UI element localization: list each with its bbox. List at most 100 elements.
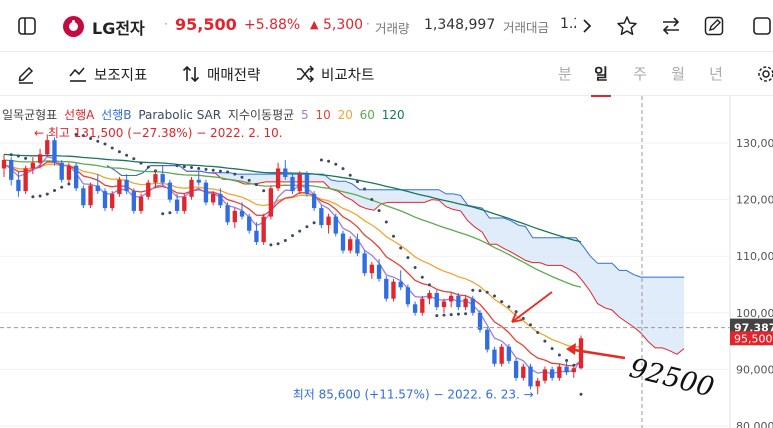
candle-body — [398, 281, 403, 288]
strategy-button[interactable]: 매매전략 — [181, 63, 260, 85]
compare-button[interactable]: 비교차트 — [295, 63, 374, 85]
candle-body — [153, 174, 158, 183]
legend-parabolic[interactable]: Parabolic SAR — [138, 108, 222, 122]
candle-body — [506, 346, 512, 361]
sar-dot — [572, 363, 576, 367]
chevron-right-icon[interactable] — [578, 12, 596, 40]
last-price-label: 95,500 — [734, 332, 773, 345]
candle-body — [463, 298, 468, 308]
sar-dot — [190, 166, 193, 169]
sar-dot — [550, 347, 554, 351]
volume-value: 1,348,997 — [424, 17, 496, 33]
settings-button[interactable] — [756, 63, 773, 85]
candle-body — [16, 179, 21, 192]
sar-dot — [254, 183, 258, 187]
compare-arrows-icon[interactable] — [657, 12, 685, 40]
legend-ema[interactable]: 지수이동평균 — [227, 108, 295, 122]
candle-body — [333, 216, 338, 234]
sar-dot — [485, 290, 489, 294]
candle-body — [477, 312, 483, 330]
sar-dot — [341, 167, 345, 171]
candle-body — [232, 210, 237, 223]
candle-body — [66, 165, 72, 180]
sar-dot — [456, 312, 460, 316]
up-down-arrows-icon — [181, 64, 201, 84]
high-annotation: ← 최고 131,500 (−27.38%) − 2022. 2. 10. — [34, 126, 283, 140]
price-chart[interactable]: ← 최고 131,500 (−27.38%) − 2022. 2. 10. 최저 … — [0, 96, 773, 428]
candle-body — [513, 360, 519, 378]
panel-icon[interactable] — [752, 12, 773, 40]
sar-dot — [543, 339, 547, 343]
sidebar-toggle-icon[interactable] — [13, 12, 41, 40]
candle-body — [160, 174, 165, 183]
sar-dot — [233, 172, 237, 176]
gear-icon — [756, 64, 773, 84]
indicators-button[interactable]: 보조지표 — [68, 63, 147, 85]
shuffle-icon — [295, 64, 315, 84]
sar-dot — [125, 153, 129, 157]
period-day[interactable]: 일 — [594, 65, 608, 83]
legend-ema-20: 20 — [337, 108, 353, 122]
candle-body — [117, 179, 122, 194]
sar-dot — [53, 189, 56, 192]
period-year[interactable]: 년 — [709, 65, 723, 83]
candle-body — [369, 264, 375, 274]
drawn-arrow-head — [511, 312, 523, 323]
drawn-arrow-line — [511, 291, 553, 323]
legend-ema-120: 120 — [381, 108, 405, 122]
candle-body — [268, 188, 274, 217]
candle-body — [283, 168, 288, 177]
sar-dot — [291, 234, 294, 238]
ichimoku-cloud — [107, 165, 685, 355]
candle-body — [499, 346, 504, 364]
candle-body — [549, 369, 555, 378]
sar-dot — [31, 195, 35, 199]
legend-ichimoku[interactable]: 일목균형표 — [2, 108, 58, 122]
sar-dot — [377, 209, 381, 213]
sar-dot — [110, 146, 114, 150]
edit-icon[interactable] — [700, 12, 728, 40]
candle-body — [81, 188, 86, 206]
sar-dot — [312, 221, 316, 225]
change-amount: 5,300 — [323, 17, 364, 33]
period-week[interactable]: 주 — [633, 65, 647, 83]
sar-dot — [269, 243, 273, 247]
candle-body — [391, 281, 396, 299]
stock-name[interactable]: LG전자 — [92, 19, 145, 38]
sar-dot — [117, 150, 121, 154]
sar-dot — [226, 170, 230, 174]
compare-label: 비교차트 — [321, 67, 375, 84]
candle-body — [174, 199, 180, 211]
candle-body — [23, 168, 28, 192]
candle-body — [449, 295, 454, 302]
sar-dot — [370, 198, 374, 201]
sar-dot — [507, 305, 511, 309]
sar-dot — [363, 187, 367, 191]
candle-body — [73, 165, 79, 189]
sar-dot — [464, 312, 468, 316]
candle-body — [1, 159, 7, 169]
candle-body — [405, 287, 411, 305]
stock-price: 95,500 — [175, 15, 237, 34]
ema-10-line — [3, 161, 582, 367]
candle-body — [340, 233, 346, 251]
indicator-icon — [68, 64, 88, 84]
sar-dot — [262, 189, 266, 193]
sar-dot — [276, 242, 280, 246]
candle-body — [297, 174, 302, 192]
candle-body — [290, 176, 295, 192]
legend-span-a: 선행A — [64, 108, 95, 122]
y-tick-label: 130,000 — [736, 137, 773, 150]
drawn-arrow-head — [566, 343, 576, 355]
candle-body — [319, 208, 324, 226]
chart-canvas[interactable]: ← 최고 131,500 (−27.38%) − 2022. 2. 10. 최저 … — [0, 96, 773, 428]
period-month[interactable]: 월 — [671, 65, 685, 83]
sar-dot — [565, 359, 569, 362]
star-icon[interactable] — [613, 12, 641, 40]
trade-value-amount: 1.2 — [560, 16, 576, 32]
period-minute[interactable]: 분 — [558, 65, 572, 83]
sar-dot — [557, 353, 561, 357]
candle-body — [167, 182, 173, 200]
candle-body — [571, 368, 576, 373]
drawing-button[interactable] — [16, 63, 36, 85]
